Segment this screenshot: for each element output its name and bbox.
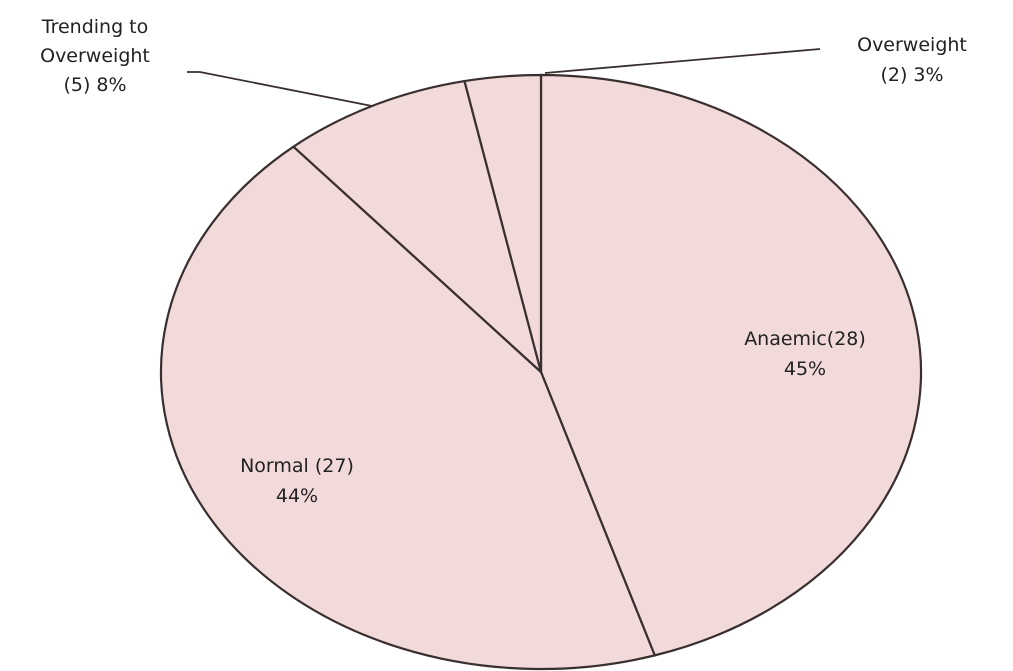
data-label-trending-to-overweight: Trending to Overweight (5) 8%	[40, 16, 150, 96]
data-label-line: (5) 8%	[63, 74, 126, 96]
data-label-normal: Normal (27) 44%	[240, 455, 354, 507]
pie-slice-trending-to-overweight	[291, 79, 544, 376]
pie-slice-overweight	[463, 73, 543, 373]
pie-slice-anaemic	[539, 73, 923, 657]
slice-labels: Anaemic(28) 45% Normal (27) 44% Trending to O…	[40, 16, 967, 507]
data-label-line: Trending to	[41, 16, 149, 38]
data-label-line: (2) 3%	[880, 64, 943, 86]
data-label-overweight: Overweight (2) 3%	[857, 34, 967, 86]
data-label-line: 45%	[784, 358, 826, 380]
data-label-line: Anaemic(28)	[744, 328, 866, 350]
leader-lines	[187, 48, 821, 107]
slices-layer	[159, 73, 923, 671]
data-label-line: Overweight	[857, 34, 967, 56]
pie-slice-normal	[159, 145, 657, 671]
data-label-line: 44%	[276, 485, 318, 507]
data-label-anaemic: Anaemic(28) 45%	[744, 328, 866, 380]
leader-line-trending-to-overweight	[187, 71, 373, 107]
data-label-line: Overweight	[40, 45, 150, 67]
leader-line-overweight	[544, 48, 821, 74]
data-label-line: Normal (27)	[240, 455, 354, 477]
